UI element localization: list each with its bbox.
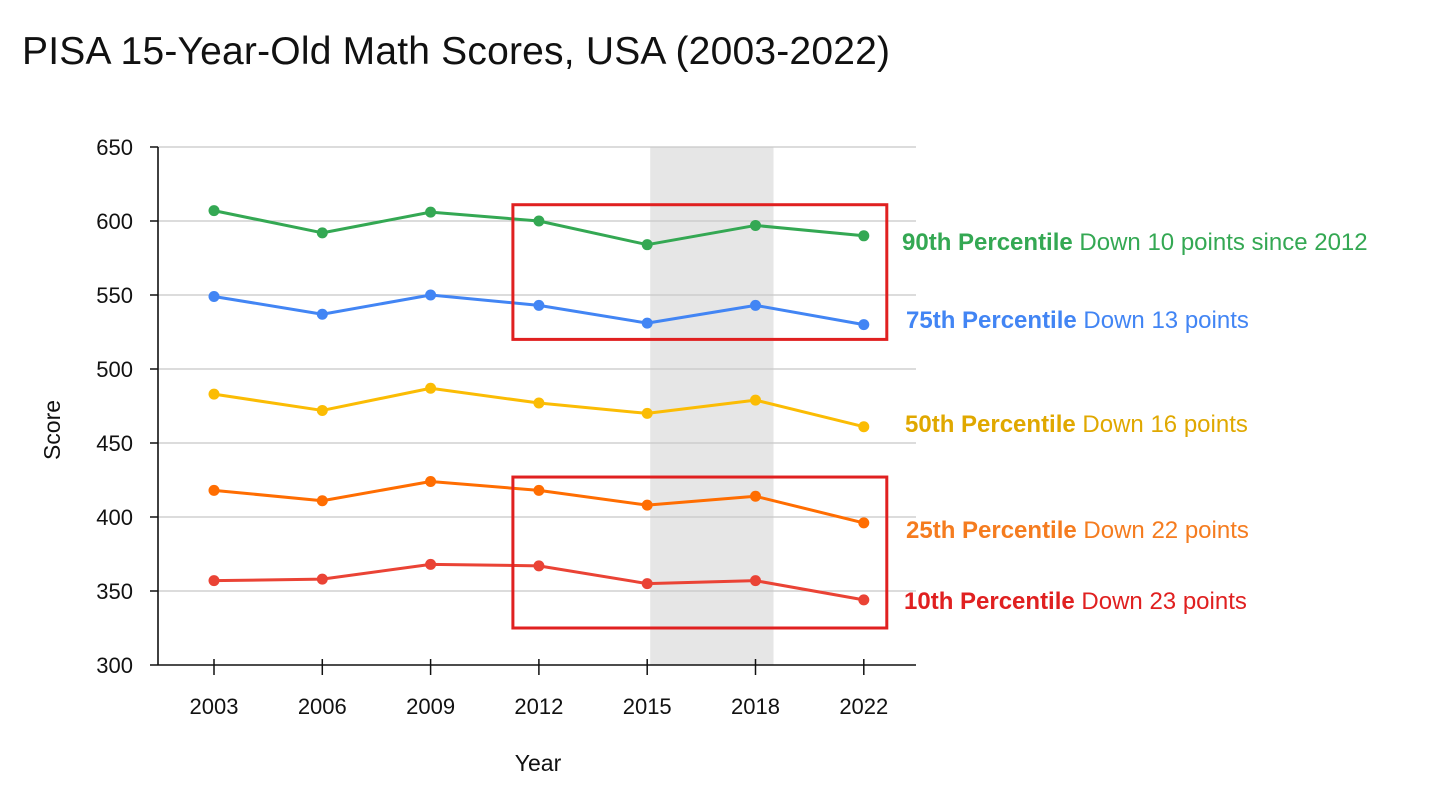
y-tick-label: 650 (96, 135, 133, 160)
data-point (208, 575, 220, 587)
data-point (641, 317, 653, 329)
annotation-90th: 90th Percentile Down 10 points since 201… (902, 229, 1368, 257)
data-point (858, 230, 870, 242)
x-tick-label: 2003 (190, 694, 239, 719)
y-tick-label: 400 (96, 505, 133, 530)
data-point (750, 219, 761, 231)
annotation-10th-label: 10th Percentile (904, 588, 1075, 615)
y-tick-label: 550 (96, 283, 133, 308)
x-tick-label: 2018 (731, 694, 780, 719)
annotation-90th-text: Down 10 points since 2012 (1079, 229, 1368, 256)
data-point (533, 215, 545, 227)
data-point (208, 290, 220, 302)
data-point (425, 289, 437, 301)
annotation-25th: 25th Percentile Down 22 points (906, 517, 1249, 545)
x-axis-title: Year (515, 750, 562, 776)
data-point (750, 299, 761, 311)
data-point (641, 499, 653, 511)
y-tick-label: 600 (96, 209, 133, 234)
page-title: PISA 15-Year-Old Math Scores, USA (2003-… (22, 30, 891, 73)
x-tick-label: 2015 (623, 694, 672, 719)
annotation-25th-text: Down 22 points (1083, 517, 1249, 544)
data-point (750, 394, 761, 406)
data-point (858, 421, 870, 433)
data-point (533, 299, 545, 311)
annotation-10th: 10th Percentile Down 23 points (904, 588, 1247, 616)
data-point (750, 490, 761, 502)
data-point (425, 382, 437, 394)
data-point (533, 484, 545, 496)
y-tick-label: 350 (96, 579, 133, 604)
data-point (858, 517, 870, 529)
data-point (425, 558, 437, 570)
data-point (641, 407, 653, 419)
data-point (858, 594, 870, 606)
data-point (641, 578, 653, 590)
annotation-75th-text: Down 13 points (1083, 307, 1249, 334)
data-point (316, 227, 328, 239)
y-tick-label: 450 (96, 431, 133, 456)
annotation-10th-text: Down 23 points (1081, 588, 1247, 615)
annotation-75th: 75th Percentile Down 13 points (906, 307, 1249, 335)
annotation-50th: 50th Percentile Down 16 points (905, 411, 1248, 439)
x-tick-label: 2022 (839, 694, 888, 719)
data-point (208, 205, 220, 217)
data-point (208, 484, 220, 496)
data-point (533, 397, 545, 409)
data-point (316, 308, 328, 320)
data-point (316, 404, 328, 416)
data-point (425, 475, 437, 487)
data-point (641, 239, 653, 251)
highlight-box (511, 203, 889, 341)
annotation-25th-label: 25th Percentile (906, 517, 1077, 544)
x-tick-label: 2006 (298, 694, 347, 719)
data-point (858, 319, 870, 331)
data-point (208, 388, 220, 400)
data-point (316, 573, 328, 585)
annotation-90th-label: 90th Percentile (902, 229, 1073, 256)
y-axis-title: Score (39, 400, 65, 460)
data-point (750, 575, 761, 587)
annotation-75th-label: 75th Percentile (906, 307, 1077, 334)
x-tick-label: 2012 (514, 694, 563, 719)
highlight-box (511, 475, 889, 630)
data-point (316, 495, 328, 507)
annotation-50th-label: 50th Percentile (905, 411, 1076, 438)
y-tick-label: 300 (96, 653, 133, 678)
annotation-50th-text: Down 16 points (1082, 411, 1248, 438)
data-point (425, 206, 437, 218)
y-tick-label: 500 (96, 357, 133, 382)
data-point (533, 560, 545, 572)
x-tick-label: 2009 (406, 694, 455, 719)
